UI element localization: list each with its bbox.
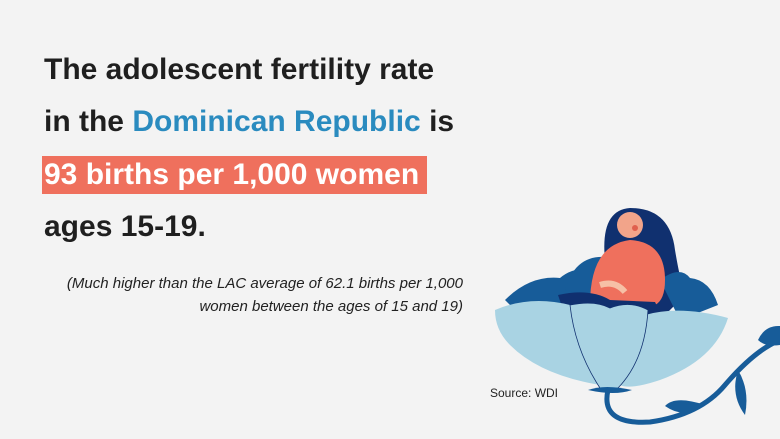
headline-line-1: The adolescent fertility rate xyxy=(44,53,435,86)
comparison-note: (Much higher than the LAC average of 62.… xyxy=(66,275,463,315)
pregnant-woman-flower-illustration xyxy=(495,208,780,425)
country-name: Dominican Republic xyxy=(132,105,421,138)
headline-prefix: in the xyxy=(44,105,124,138)
source-label: Source: WDI xyxy=(490,386,559,400)
headline-line-4: ages 15-19. xyxy=(44,210,206,243)
headline-suffix: is xyxy=(429,105,455,138)
headline-line-2: in the Dominican Republic is xyxy=(44,102,454,142)
headline-line-3: 93 births per 1,000 women xyxy=(42,155,428,195)
highlight-statistic: 93 births per 1,000 women xyxy=(42,156,428,194)
